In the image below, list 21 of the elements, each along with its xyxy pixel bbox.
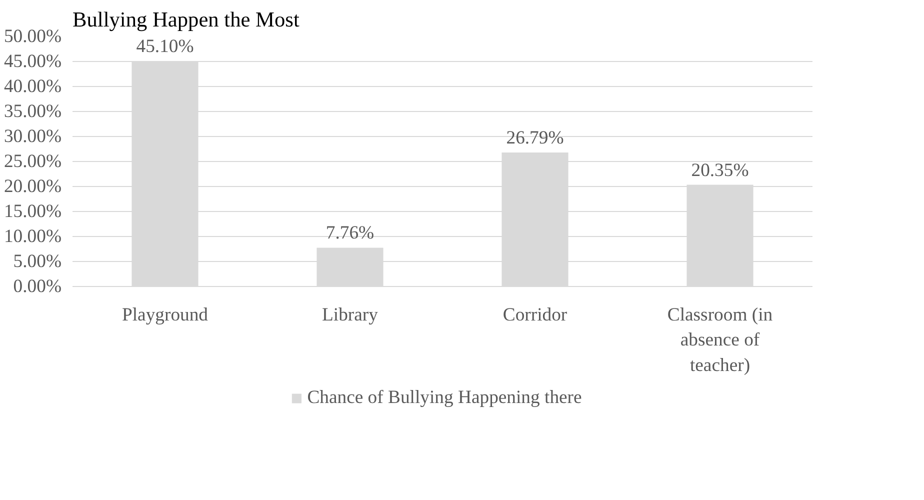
y-tick-label: 25.00% <box>4 151 62 172</box>
y-tick-label: 50.00% <box>4 26 62 47</box>
y-tick-label: 15.00% <box>4 201 62 222</box>
y-tick-label: 10.00% <box>4 226 62 247</box>
x-tick-label: Corridor <box>502 304 568 326</box>
y-tick-label: 40.00% <box>4 76 62 97</box>
legend-label: Chance of Bullying Happening there <box>307 387 582 409</box>
y-tick-label: 0.00% <box>13 276 62 297</box>
y-tick-label: 35.00% <box>4 101 62 122</box>
x-tick-label: Classroom (in absence of teacher) <box>667 304 774 376</box>
x-tick-label: Playground <box>122 304 209 326</box>
y-tick-label: 5.00% <box>13 251 62 272</box>
text: 20.35% <box>691 160 749 181</box>
text: 7.76% <box>326 222 374 244</box>
y-tick-label: 20.00% <box>4 176 62 197</box>
x-tick-label: Library <box>322 304 379 326</box>
text: 45.10% <box>136 36 194 57</box>
chart-title: Bullying Happen the Most <box>72 8 300 32</box>
text: 26.79% <box>506 128 564 149</box>
y-tick-label: 45.00% <box>4 51 62 72</box>
y-tick-label: 30.00% <box>4 126 62 147</box>
